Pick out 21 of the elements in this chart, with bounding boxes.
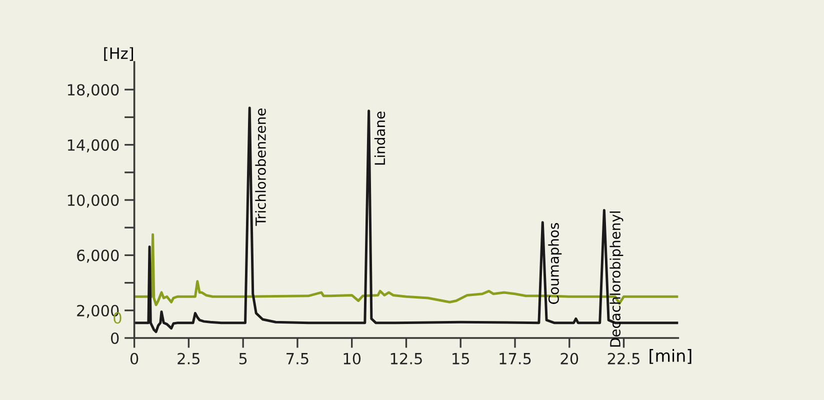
y-tick-label: 6,000 [77, 250, 119, 263]
annotation: Trichlorobenzene [255, 108, 266, 226]
x-tick-label: 7.5 [286, 353, 308, 364]
annotation: Lindane [374, 112, 386, 165]
x-tick-label: 5 [239, 353, 247, 364]
annotation: Decachlorobiphenyl [610, 212, 624, 347]
x-tick-label: 17.5 [500, 353, 531, 364]
x-tick-label: 0 [130, 352, 138, 364]
x-tick-label: 15 [452, 353, 469, 364]
x-tick-label: 22.5 [608, 352, 640, 364]
x-tick-label: 20 [560, 352, 578, 364]
y-axis-title: [Hz] [104, 47, 133, 61]
annotation: Coumaphos [548, 223, 562, 304]
x-tick-label: 10 [344, 352, 361, 364]
y-tick-label: 0 [111, 332, 119, 344]
y-tick-label: 10,000 [68, 194, 119, 208]
y-tick-label: 18,000 [68, 84, 119, 98]
y-tick-label: 14,000 [68, 139, 119, 152]
x-tick-label: 2.5 [178, 352, 200, 364]
x-tick-label: 12.5 [390, 352, 422, 364]
x-axis-title: [min] [650, 349, 692, 364]
